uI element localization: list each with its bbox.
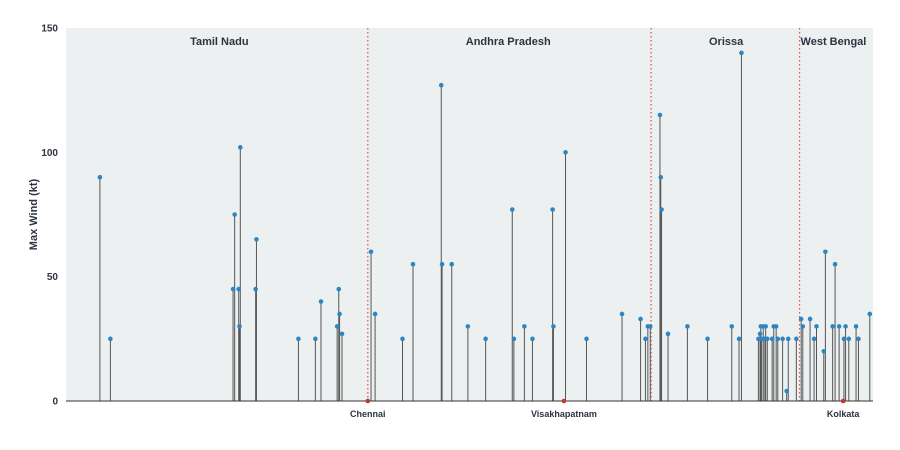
wind-point-26	[509, 207, 515, 212]
wind-point-20	[410, 261, 416, 267]
wind-stems	[99, 52, 871, 401]
wind-point-14	[336, 286, 342, 292]
wind-point-56	[769, 336, 775, 342]
wind-point-72	[832, 261, 838, 267]
wind-point-54	[763, 324, 768, 329]
wind-point-22	[439, 261, 445, 267]
city-label-1: Chennai	[350, 409, 386, 419]
wind-point-59	[775, 336, 781, 342]
wind-point-18	[372, 311, 378, 317]
wind-point-61	[784, 388, 789, 394]
wind-point-17	[368, 249, 374, 255]
wind-point-23	[449, 261, 455, 267]
wind-point-55	[764, 336, 770, 342]
wind-point-67	[811, 336, 817, 342]
wind-point-28	[522, 324, 527, 329]
wind-point-2	[108, 336, 113, 342]
wind-point-8	[253, 286, 258, 292]
wind-point-62	[785, 336, 791, 342]
wind-point-1	[97, 174, 103, 180]
wind-point-58	[773, 324, 779, 329]
wind-point-68	[814, 324, 819, 329]
wind-point-9	[254, 237, 259, 242]
city-label-3: Kolkata	[827, 409, 861, 419]
city-marker-3	[840, 398, 846, 404]
plot-background	[66, 28, 873, 401]
wind-point-69	[821, 348, 827, 354]
wind-point-44	[705, 336, 710, 342]
region-labels: Tamil Nadu Andhra Pradesh Orissa West Benga…	[190, 36, 866, 48]
wind-point-51	[759, 336, 764, 342]
wind-point-4	[232, 212, 237, 217]
city-marker-1	[365, 398, 371, 404]
wind-point-27	[511, 336, 517, 342]
wind-point-21	[438, 82, 444, 88]
wind-point-10	[296, 336, 301, 342]
wind-markers	[97, 50, 873, 394]
region-label-3: Orissa	[709, 36, 744, 48]
y-tick-label-50: 50	[47, 272, 59, 283]
wind-point-48	[756, 336, 761, 342]
wind-point-71	[830, 324, 835, 329]
y-tick-label-0: 0	[52, 397, 58, 408]
y-axis-ticks: 0 50 100 150	[41, 24, 58, 408]
wind-point-64	[798, 316, 804, 322]
city-labels: Chennai Visakhapatnam Kolkata	[350, 398, 861, 419]
wind-point-38	[647, 324, 653, 329]
wind-point-76	[846, 336, 852, 342]
wind-point-40	[658, 174, 664, 180]
wind-point-32	[563, 150, 568, 155]
wind-point-13	[334, 324, 340, 329]
wind-point-79	[867, 311, 873, 317]
wind-point-63	[794, 336, 799, 342]
wind-point-30	[550, 207, 555, 212]
wind-point-5	[236, 286, 241, 292]
wind-point-42	[665, 331, 671, 337]
wind-point-73	[836, 324, 842, 329]
wind-point-43	[685, 324, 690, 329]
wind-point-24	[465, 324, 471, 329]
wind-point-12	[318, 299, 324, 304]
wind-point-34	[619, 311, 625, 317]
y-tick-label-100: 100	[41, 148, 58, 159]
city-marker-2	[561, 398, 567, 404]
wind-point-6	[237, 324, 242, 329]
y-axis-title: Max Wind (kt)	[28, 178, 40, 250]
wind-point-46	[736, 336, 742, 342]
wind-point-33	[584, 336, 589, 342]
wind-point-49	[757, 331, 763, 337]
wind-point-60	[780, 336, 785, 342]
wind-point-19	[400, 336, 405, 342]
wind-point-45	[729, 324, 735, 329]
wind-point-78	[856, 336, 861, 342]
wind-point-25	[483, 336, 488, 342]
wind-point-29	[530, 336, 535, 342]
wind-point-41	[659, 207, 664, 212]
region-label-2: Andhra Pradesh	[466, 36, 551, 48]
wind-point-16	[339, 331, 345, 337]
wind-point-11	[313, 336, 318, 342]
wind-point-3	[230, 286, 236, 292]
wind-point-47	[739, 50, 744, 56]
wind-point-74	[841, 336, 847, 342]
wind-point-66	[807, 316, 813, 322]
y-tick-label-150: 150	[41, 24, 58, 35]
wind-point-31	[551, 324, 556, 329]
region-label-4: West Bengal	[801, 36, 867, 48]
wind-point-77	[853, 324, 859, 329]
wind-point-65	[800, 324, 806, 329]
city-label-2: Visakhapatnam	[531, 409, 597, 419]
wind-point-7	[238, 145, 243, 150]
wind-point-35	[638, 316, 643, 322]
wind-point-75	[843, 324, 848, 329]
region-label-1: Tamil Nadu	[190, 36, 248, 48]
wind-point-39	[657, 112, 663, 118]
wind-point-15	[337, 311, 342, 317]
wind-point-36	[643, 336, 648, 342]
wind-point-70	[823, 249, 828, 255]
